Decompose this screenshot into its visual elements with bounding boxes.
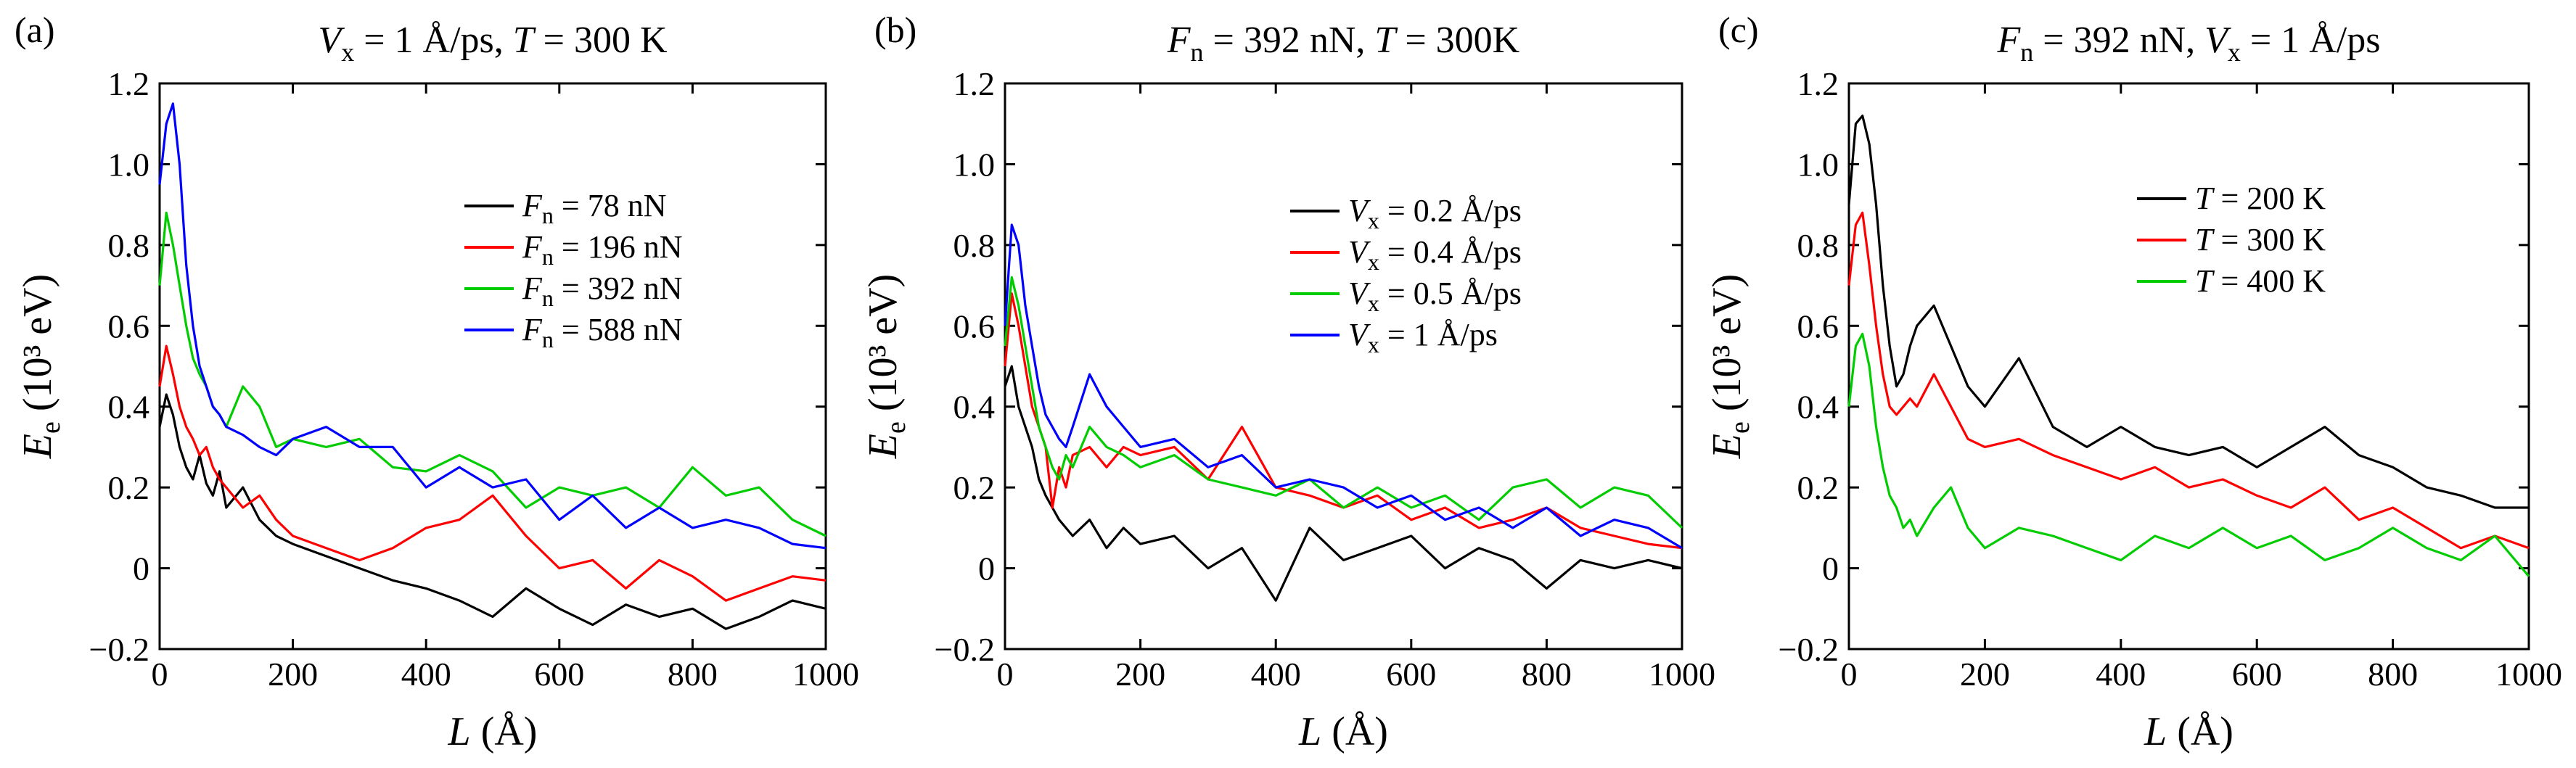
y-tick-label: 0.8 [953, 227, 996, 264]
x-tick-label: 1000 [2495, 656, 2562, 693]
legend-entry: T = 400 K [2195, 263, 2326, 299]
legend-entry: Vx = 0.4 Å/ps [1348, 234, 1522, 275]
y-tick-label: 1.2 [1797, 65, 1839, 102]
plot-frame [1847, 82, 2530, 651]
y-tick-label: 0.2 [108, 469, 150, 506]
y-tick-label: 1.2 [108, 65, 150, 102]
panel-label: (b) [874, 9, 916, 50]
legend-entry: Vx = 1 Å/ps [1348, 317, 1498, 358]
series-line-4 [158, 102, 826, 550]
panel-label: (a) [15, 9, 55, 50]
panel-3: 0 200 400 600 800 1000−0.200.20.40.60.81.01.2… [1705, 9, 2562, 754]
y-tick-label: 0.2 [1797, 469, 1839, 506]
x-axis-title: L (Å) [1298, 709, 1388, 754]
x-tick-label: 1000 [792, 656, 859, 693]
series-line-1 [158, 393, 826, 630]
series-line-3 [1004, 276, 1683, 529]
y-tick-label: 0.4 [953, 389, 996, 426]
y-tick-label: 0 [978, 550, 995, 587]
plot-frame [1004, 82, 1683, 651]
x-tick-label: 400 [1251, 656, 1301, 693]
x-tick-label: 0 [997, 656, 1014, 693]
y-tick-label: 0.2 [953, 469, 996, 506]
legend-entry: Fn = 78 nN [522, 188, 666, 228]
series-line-3 [1847, 332, 2530, 577]
panel-2: 0 200 400 600 800 1000−0.200.20.40.60.81.01.2… [861, 9, 1715, 754]
x-axis-title: L (Å) [2144, 709, 2234, 754]
series-line-2 [1004, 292, 1683, 550]
series-line-2 [1847, 211, 2530, 550]
y-tick-label: 0.8 [108, 227, 150, 264]
legend-entry: Fn = 588 nN [522, 312, 682, 352]
y-tick-label: 1.0 [1797, 146, 1839, 183]
y-tick-label: 0.6 [1797, 307, 1839, 344]
series-line-1 [1004, 365, 1683, 602]
x-tick-label: 400 [401, 656, 451, 693]
legend-entry: T = 300 K [2195, 222, 2326, 257]
y-tick-label: −0.2 [935, 631, 995, 668]
x-tick-label: 800 [668, 656, 718, 693]
x-axis-title: L (Å) [448, 709, 538, 754]
legend-entry: T = 200 K [2195, 181, 2326, 216]
y-tick-label: 0.6 [953, 307, 996, 344]
series-line-1 [1847, 115, 2529, 509]
x-tick-label: 0 [1841, 656, 1858, 693]
panel-label: (c) [1718, 9, 1759, 50]
y-tick-label: 0.6 [108, 307, 150, 344]
panel-title: Fn = 392 nN, Vx = 1 Å/ps [1997, 20, 2381, 67]
panel-title: Vx = 1 Å/ps, T = 300 K [318, 20, 668, 67]
y-tick-label: 1.0 [108, 146, 150, 183]
series-line-4 [1004, 223, 1683, 550]
y-tick-label: −0.2 [1779, 631, 1839, 668]
legend-entry: Fn = 196 nN [522, 229, 682, 270]
y-axis-title: Ee (10³ eV) [861, 274, 911, 459]
x-tick-label: 200 [268, 656, 318, 693]
x-tick-label: 200 [1960, 656, 2010, 693]
x-tick-label: 800 [1522, 656, 1572, 693]
x-tick-label: 800 [2368, 656, 2418, 693]
y-tick-label: 1.0 [953, 146, 996, 183]
panel-title: Fn = 392 nN, T = 300K [1167, 20, 1520, 67]
x-tick-label: 0 [152, 656, 168, 693]
panel-1: 0 200 400 600 800 1000−0.200.20.40.60.81.01.2… [15, 9, 859, 754]
y-tick-label: 0 [133, 550, 149, 587]
x-tick-label: 200 [1115, 656, 1165, 693]
y-axis-title: Ee (10³ eV) [15, 274, 66, 459]
y-tick-label: 0.8 [1797, 227, 1839, 264]
x-tick-label: 400 [2096, 656, 2146, 693]
x-tick-label: 600 [1386, 656, 1436, 693]
y-tick-label: 0.4 [1797, 389, 1839, 426]
legend-entry: Fn = 392 nN [522, 271, 682, 311]
y-tick-label: −0.2 [89, 631, 149, 668]
x-tick-label: 1000 [1649, 656, 1715, 693]
x-tick-label: 600 [2232, 656, 2282, 693]
y-tick-label: 0 [1822, 550, 1839, 587]
series-line-2 [158, 344, 826, 602]
y-tick-label: 0.4 [108, 389, 150, 426]
plot-frame [158, 82, 827, 651]
legend-entry: Vx = 0.5 Å/ps [1348, 276, 1522, 316]
y-axis-title: Ee (10³ eV) [1705, 274, 1755, 459]
legend-entry: Vx = 0.2 Å/ps [1348, 193, 1522, 234]
y-tick-label: 1.2 [953, 65, 996, 102]
x-tick-label: 600 [534, 656, 584, 693]
